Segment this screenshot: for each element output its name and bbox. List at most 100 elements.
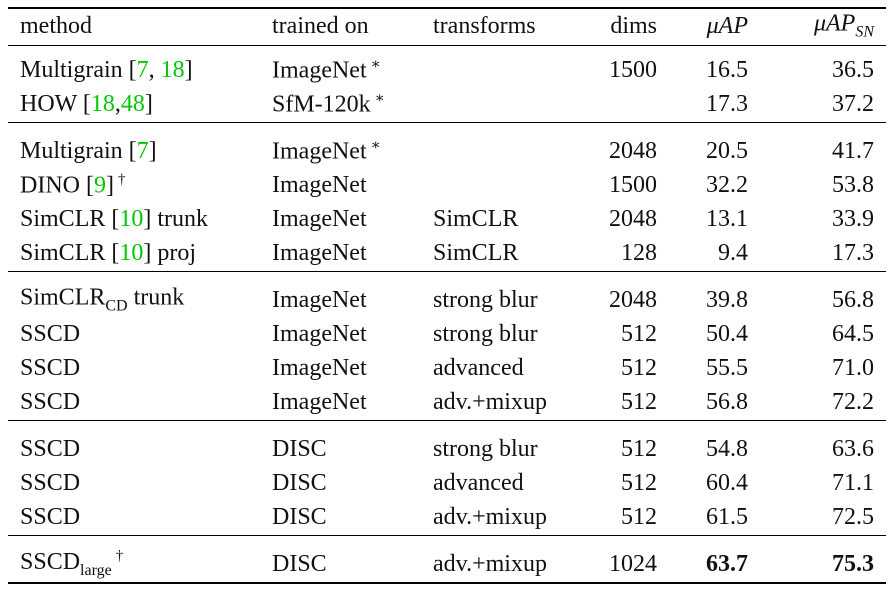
uap-cell: 20.5 bbox=[706, 138, 748, 164]
text-segment: SN bbox=[855, 23, 874, 41]
text-segment: SSCD bbox=[20, 389, 81, 415]
uap-cell: 39.8 bbox=[706, 287, 748, 313]
uap-sn-cell: 37.2 bbox=[832, 91, 874, 117]
text-segment: ] bbox=[184, 57, 193, 83]
trained-on-cell: ImageNet bbox=[272, 390, 367, 414]
text-segment: ] trunk bbox=[143, 206, 209, 232]
uap-cell: 13.1 bbox=[706, 206, 748, 232]
uap-sn-cell: 75.3 bbox=[832, 551, 874, 577]
text-segment: SSCD bbox=[20, 504, 81, 530]
trained-on-cell: ImageNet bbox=[272, 207, 367, 231]
text-segment: ∗ bbox=[374, 90, 385, 107]
transforms-cell: strong blur bbox=[433, 321, 538, 347]
uap-cell: 61.5 bbox=[706, 504, 748, 530]
trained-on-cell: ImageNet bbox=[272, 288, 367, 312]
method-cell: Multigrain [7] bbox=[20, 139, 157, 163]
text-segment: 10 bbox=[119, 240, 144, 266]
header-cell: μAP bbox=[707, 14, 748, 38]
text-segment: ] bbox=[105, 172, 114, 199]
text-segment: SSCD bbox=[20, 355, 81, 381]
uap-sn-cell: 36.5 bbox=[832, 57, 874, 83]
dims-cell: 512 bbox=[621, 389, 657, 415]
dims-cell: 128 bbox=[621, 240, 657, 266]
text-segment: SSCD bbox=[20, 549, 81, 575]
text-segment: method bbox=[20, 13, 92, 39]
method-cell: SimCLRCD trunk bbox=[20, 286, 184, 315]
dims-cell: 1500 bbox=[609, 57, 657, 83]
text-segment: , bbox=[148, 57, 161, 83]
bottom-rule bbox=[8, 582, 886, 584]
text-segment: † bbox=[115, 548, 124, 564]
text-segment: DISC bbox=[272, 504, 327, 530]
text-segment: ImageNet bbox=[272, 240, 367, 266]
method-cell: SSCD bbox=[20, 437, 80, 461]
dims-cell: 512 bbox=[621, 436, 657, 462]
method-cell: SSCD bbox=[20, 390, 80, 414]
transforms-cell: adv.+mixup bbox=[433, 504, 547, 530]
method-cell: SSCD bbox=[20, 322, 80, 346]
text-segment: ImageNet bbox=[272, 57, 367, 84]
text-segment: dims bbox=[610, 13, 657, 39]
text-segment: ∗ bbox=[370, 56, 381, 73]
text-segment: SSCD bbox=[20, 321, 81, 347]
text-segment: transforms bbox=[433, 13, 536, 39]
method-cell: SSCD bbox=[20, 356, 80, 380]
uap-sn-cell: 71.1 bbox=[832, 470, 874, 496]
text-segment: 10 bbox=[119, 206, 144, 232]
text-segment: ImageNet bbox=[272, 287, 367, 313]
text-segment: ] bbox=[148, 138, 157, 164]
text-segment: DISC bbox=[272, 436, 327, 462]
method-cell: SSCD bbox=[20, 471, 80, 495]
uap-cell: 55.5 bbox=[706, 355, 748, 381]
text-segment: SimCLR [ bbox=[20, 240, 120, 266]
trained-on-cell: ImageNet bbox=[272, 241, 367, 265]
uap-sn-cell: 41.7 bbox=[832, 138, 874, 164]
transforms-cell: advanced bbox=[433, 470, 524, 496]
text-segment: 7 bbox=[136, 138, 149, 164]
trained-on-cell: ImageNet ∗ bbox=[272, 137, 381, 165]
text-segment: ] bbox=[144, 91, 153, 117]
text-segment: SimCLR [ bbox=[20, 206, 120, 232]
trained-on-cell: DISC bbox=[272, 505, 327, 529]
text-segment: , bbox=[114, 91, 121, 117]
method-cell: SimCLR [10] proj bbox=[20, 241, 196, 265]
trained-on-cell: DISC bbox=[272, 437, 327, 461]
text-segment: μAP bbox=[706, 13, 748, 39]
dims-cell: 512 bbox=[621, 321, 657, 347]
header-cell: trained on bbox=[272, 14, 369, 38]
group-rule bbox=[8, 122, 886, 124]
dims-cell: 1024 bbox=[609, 551, 657, 577]
dims-cell: 1500 bbox=[609, 172, 657, 198]
text-segment: 7 bbox=[136, 57, 149, 83]
text-segment: ImageNet bbox=[272, 138, 367, 165]
top-rule bbox=[8, 7, 886, 9]
dims-cell: 2048 bbox=[609, 138, 657, 164]
uap-cell: 56.8 bbox=[706, 389, 748, 415]
trained-on-cell: ImageNet bbox=[272, 322, 367, 346]
trained-on-cell: SfM-120k ∗ bbox=[272, 90, 385, 117]
text-segment: ImageNet bbox=[272, 206, 367, 232]
header-cell: transforms bbox=[433, 14, 536, 38]
uap-sn-cell: 71.0 bbox=[832, 355, 874, 381]
uap-cell: 63.7 bbox=[706, 551, 748, 577]
transforms-cell: strong blur bbox=[433, 287, 538, 313]
text-segment: ImageNet bbox=[272, 389, 367, 415]
uap-sn-cell: 56.8 bbox=[832, 287, 874, 313]
method-cell: Multigrain [7, 18] bbox=[20, 58, 193, 82]
uap-sn-cell: 33.9 bbox=[832, 206, 874, 232]
text-segment: CD bbox=[105, 297, 128, 315]
uap-cell: 9.4 bbox=[718, 240, 748, 266]
text-segment: 9 bbox=[93, 172, 106, 199]
dims-cell: 2048 bbox=[609, 206, 657, 232]
method-cell: DINO [9] † bbox=[20, 172, 125, 199]
text-segment: SimCLR bbox=[20, 284, 106, 311]
uap-sn-cell: 17.3 bbox=[832, 240, 874, 266]
uap-sn-cell: 72.2 bbox=[832, 389, 874, 415]
text-segment: ∗ bbox=[370, 137, 381, 154]
dims-cell: 512 bbox=[621, 355, 657, 381]
text-segment: ImageNet bbox=[272, 321, 367, 347]
text-segment: Multigrain [ bbox=[20, 57, 137, 83]
trained-on-cell: ImageNet bbox=[272, 356, 367, 380]
transforms-cell: SimCLR bbox=[433, 206, 519, 232]
